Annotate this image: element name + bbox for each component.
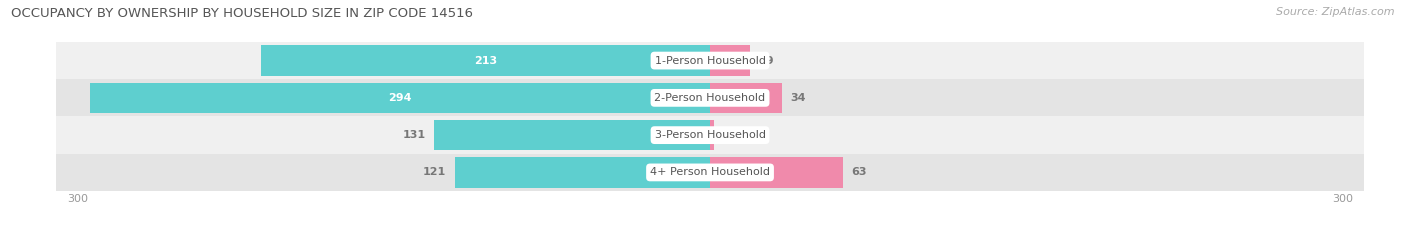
Bar xyxy=(262,45,710,76)
Text: 3-Person Household: 3-Person Household xyxy=(655,130,765,140)
Bar xyxy=(710,120,714,151)
Text: 213: 213 xyxy=(474,56,496,65)
Text: OCCUPANCY BY OWNERSHIP BY HOUSEHOLD SIZE IN ZIP CODE 14516: OCCUPANCY BY OWNERSHIP BY HOUSEHOLD SIZE… xyxy=(11,7,474,20)
Bar xyxy=(56,116,1364,154)
Text: 4+ Person Household: 4+ Person Household xyxy=(650,168,770,177)
Bar xyxy=(710,157,844,188)
Text: 131: 131 xyxy=(402,130,425,140)
Text: Source: ZipAtlas.com: Source: ZipAtlas.com xyxy=(1277,7,1395,17)
Text: 63: 63 xyxy=(852,168,868,177)
Text: 34: 34 xyxy=(790,93,806,103)
Bar xyxy=(56,79,1364,116)
Text: 121: 121 xyxy=(423,168,447,177)
Bar xyxy=(56,154,1364,191)
Text: 1-Person Household: 1-Person Household xyxy=(655,56,765,65)
Text: 294: 294 xyxy=(388,93,412,103)
Bar xyxy=(456,157,710,188)
Text: 0: 0 xyxy=(723,130,730,140)
Bar xyxy=(710,45,751,76)
Text: 2-Person Household: 2-Person Household xyxy=(654,93,766,103)
Bar xyxy=(710,82,782,113)
Bar xyxy=(433,120,710,151)
Bar xyxy=(90,82,710,113)
Bar xyxy=(56,42,1364,79)
Text: 19: 19 xyxy=(759,56,775,65)
